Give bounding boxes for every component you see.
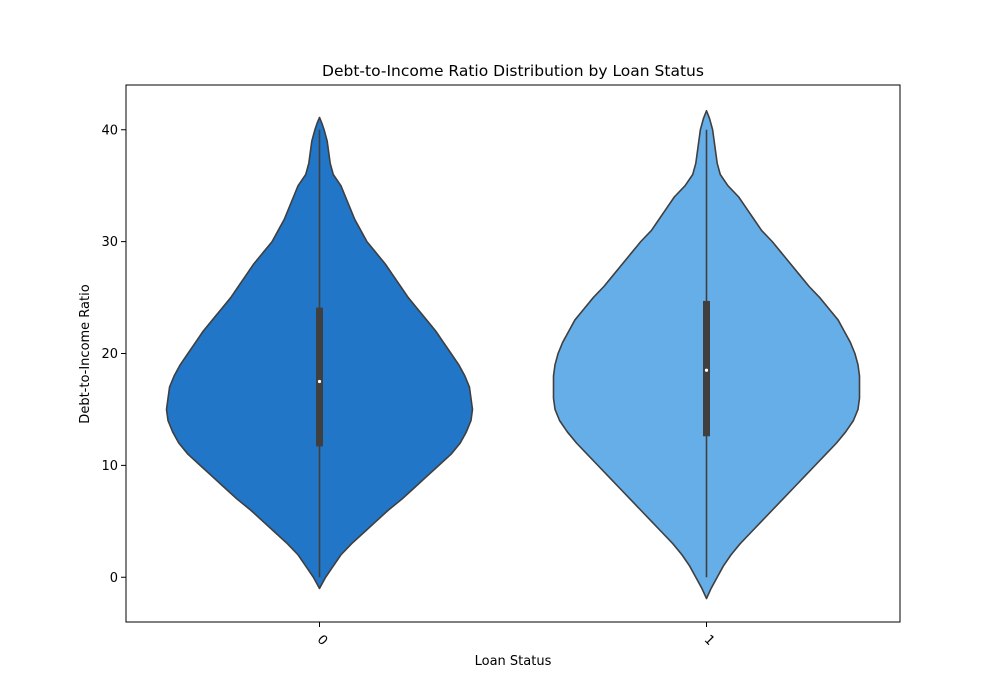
y-tick-label: 20 [101, 347, 118, 362]
y-axis-title: Debt-to-Income Ratio [78, 284, 93, 423]
median-point-0 [317, 379, 322, 384]
x-axis-title: Loan Status [475, 654, 552, 669]
y-tick-label: 40 [101, 123, 118, 138]
iqr-box-0 [316, 307, 323, 447]
x-tick-label: 1 [701, 632, 717, 648]
y-tick-label: 30 [101, 235, 118, 250]
y-axis: 0 10 20 30 40 [101, 123, 126, 586]
y-tick-label: 0 [110, 571, 118, 586]
chart-title: Debt-to-Income Ratio Distribution by Loa… [322, 62, 704, 80]
iqr-box-1 [703, 300, 710, 437]
x-tick-label: 0 [314, 632, 330, 648]
violins-layer [165, 109, 861, 600]
y-tick-label: 10 [101, 459, 118, 474]
median-point-1 [704, 368, 709, 372]
